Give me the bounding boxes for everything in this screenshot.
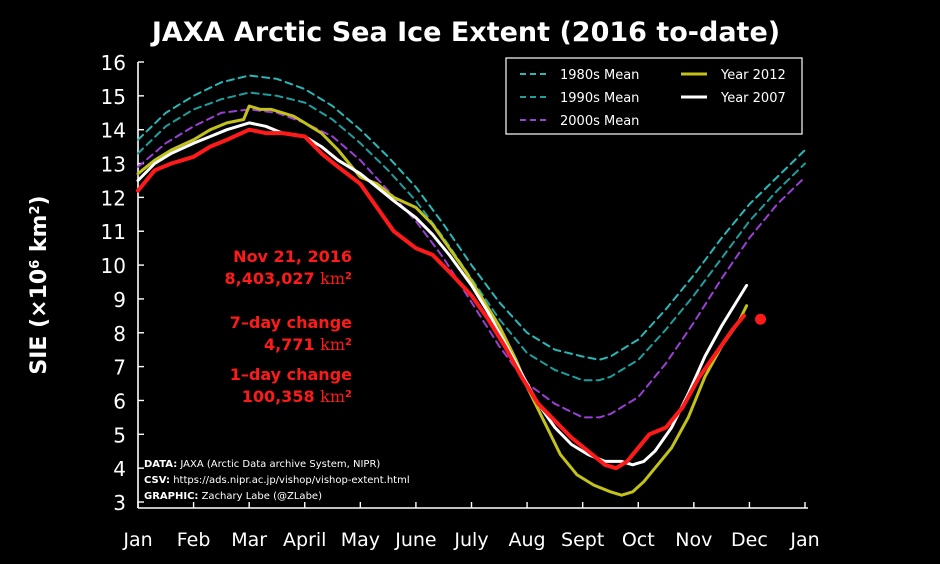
series-lines xyxy=(136,74,806,497)
credit-graphic: GRAPHIC: Zachary Labe (@ZLabe) xyxy=(144,491,322,502)
y-axis-label: SIE (×106 km2) xyxy=(27,195,52,374)
annotation-1day-unit: km xyxy=(320,387,345,406)
legend-label: Year 2007 xyxy=(720,91,786,106)
annotation-7day-value: 4,771 km2 xyxy=(264,335,352,354)
y-tick-label: 5 xyxy=(113,423,126,447)
series-line-2000s-mean xyxy=(137,108,806,419)
annotation-extent-value: 8,403,027 xyxy=(225,269,321,288)
credit-csv: CSV: https://ads.nipr.ac.jp/vishop/visho… xyxy=(144,475,410,486)
credit-csv-text: https://ads.nipr.ac.jp/vishop/vishop-ext… xyxy=(170,475,410,486)
legend-items: 1980s Mean Year 2012 1990s Mean Year 2007 20… xyxy=(520,68,786,129)
y-tick-label: 12 xyxy=(101,186,126,210)
y-tick-label: 6 xyxy=(113,389,126,413)
y-axis-label-sup1: 6 xyxy=(28,260,43,269)
y-tick-label: 14 xyxy=(101,119,126,143)
x-tick-label: Feb xyxy=(177,529,211,551)
credit-data: DATA: JAXA (Arctic Data archive System, … xyxy=(144,459,380,470)
stats-annotations: Nov 21, 2016 8,403,027 km2 7–day change … xyxy=(225,247,353,406)
x-tick-label: June xyxy=(394,529,436,551)
x-tick-label: Aug xyxy=(509,529,546,551)
x-tick-label: April xyxy=(283,529,326,551)
x-tick-label: May xyxy=(341,529,380,551)
x-tick-label: Jan xyxy=(122,529,152,551)
legend: 1980s Mean Year 2012 1990s Mean Year 2007 20… xyxy=(505,57,803,135)
x-ticks: Jan Feb Mar April May June July Aug Sept Oct Nov De… xyxy=(122,502,820,551)
y-tick-label: 3 xyxy=(113,491,126,515)
x-tick-label: Oct xyxy=(622,529,655,551)
credits: DATA: JAXA (Arctic Data archive System, … xyxy=(144,459,410,502)
y-tick-label: 11 xyxy=(101,220,126,244)
series-line-year-2012 xyxy=(136,104,749,497)
x-tick-label: July xyxy=(453,529,488,551)
annotation-1day-sup: 2 xyxy=(345,389,352,400)
y-axis-label-mid: km xyxy=(27,215,52,260)
y-tick-label: 7 xyxy=(113,356,126,380)
annotation-extent: 8,403,027 km2 xyxy=(225,269,353,288)
annotation-7day-sup: 2 xyxy=(345,337,352,348)
credit-data-label: DATA: xyxy=(144,459,177,470)
credit-graphic-text: Zachary Labe (@ZLabe) xyxy=(198,491,322,502)
current-point xyxy=(755,313,767,325)
annotation-7day-unit: km xyxy=(320,335,345,354)
y-ticks: 3 4 5 6 7 8 9 10 11 12 13 14 15 16 xyxy=(101,51,144,515)
y-tick-label: 10 xyxy=(101,254,126,278)
credit-graphic-label: GRAPHIC: xyxy=(144,491,198,502)
annotation-extent-sup: 2 xyxy=(345,271,352,282)
y-axis-label-sup2: 2 xyxy=(28,205,43,214)
chart-title: JAXA Arctic Sea Ice Extent (2016 to-date… xyxy=(150,17,780,48)
x-tick-label: Mar xyxy=(231,529,267,551)
y-tick-label: 4 xyxy=(113,457,126,481)
y-axis-label-main: SIE (×10 xyxy=(27,269,52,375)
y-axis-label-end: ) xyxy=(27,195,52,205)
y-tick-label: 8 xyxy=(113,322,126,346)
series-line-year-2016 xyxy=(136,127,746,471)
annotation-7day-number: 4,771 xyxy=(264,335,320,354)
annotation-1day-number: 100,358 xyxy=(242,387,320,406)
annotation-1day-value: 100,358 km2 xyxy=(242,387,352,406)
series-line-1980s-mean xyxy=(137,74,806,361)
annotation-7day-label: 7–day change xyxy=(230,313,352,332)
y-tick-label: 13 xyxy=(101,153,126,177)
x-tick-label: Jan xyxy=(789,529,819,551)
legend-label: 1980s Mean xyxy=(560,68,639,83)
credit-data-text: JAXA (Arctic Data archive System, NIPR) xyxy=(177,459,380,470)
y-tick-label: 9 xyxy=(113,288,126,312)
annotation-1day-label: 1–day change xyxy=(230,365,352,384)
x-tick-label: Nov xyxy=(675,529,712,551)
legend-label: Year 2012 xyxy=(720,68,786,83)
legend-label: 1990s Mean xyxy=(560,91,639,106)
annotation-date: Nov 21, 2016 xyxy=(233,247,352,266)
y-tick-label: 16 xyxy=(101,51,126,75)
credit-csv-label: CSV: xyxy=(144,475,170,486)
legend-label: 2000s Mean xyxy=(560,114,639,129)
current-point-marker xyxy=(755,313,767,325)
legend-box xyxy=(505,57,803,135)
y-tick-label: 15 xyxy=(101,85,126,109)
annotation-extent-unit: km xyxy=(320,269,345,288)
series-line-year-2007 xyxy=(136,121,749,467)
x-tick-label: Dec xyxy=(731,529,768,551)
series-line-1990s-mean xyxy=(137,91,806,382)
x-tick-label: Sept xyxy=(561,529,604,551)
